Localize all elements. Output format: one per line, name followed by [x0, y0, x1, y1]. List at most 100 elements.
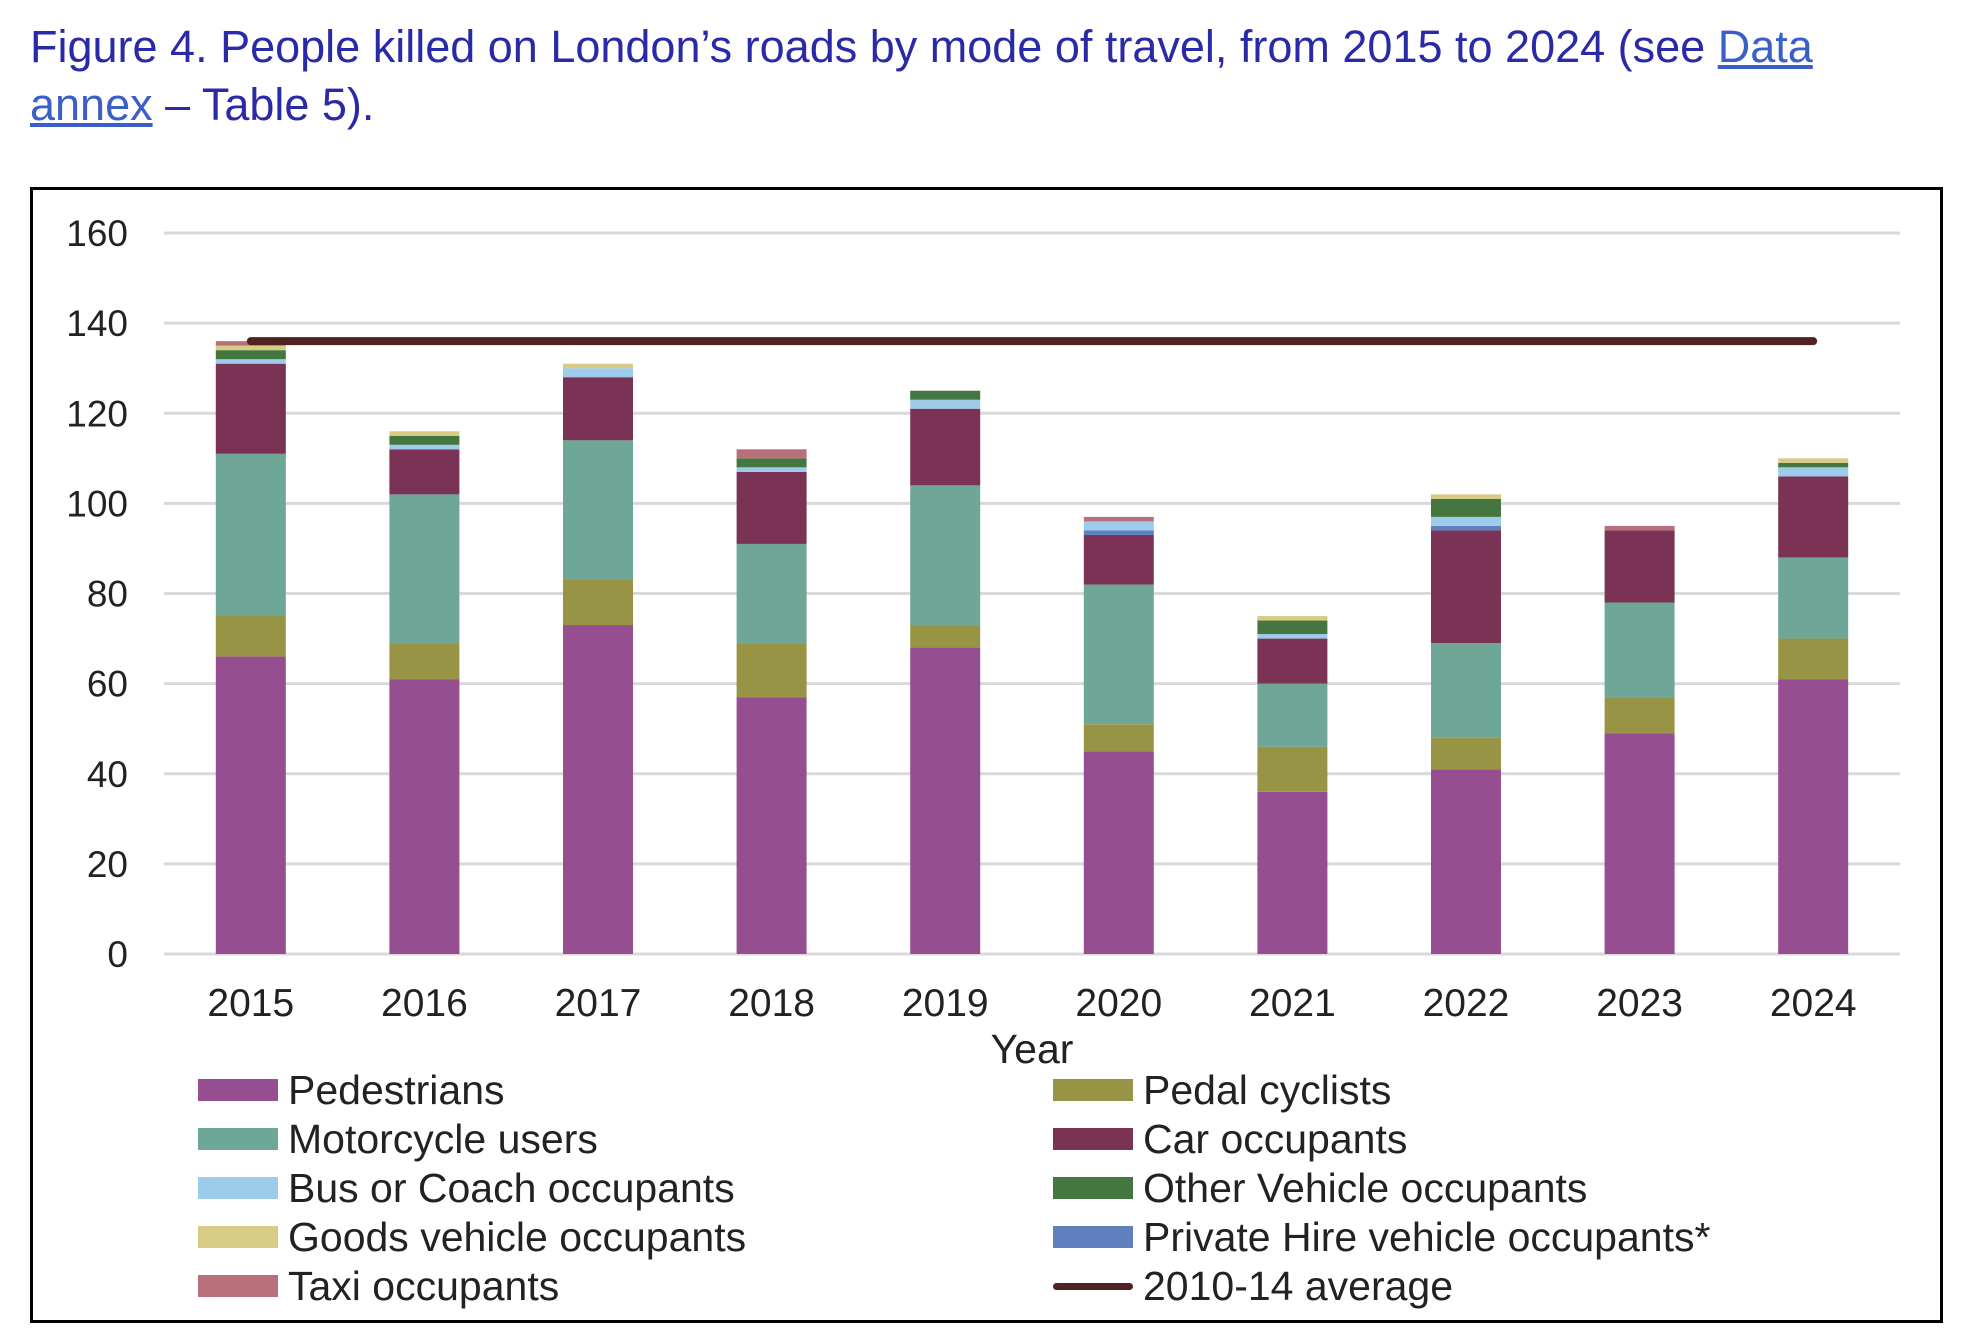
legend-line-swatch: [1053, 1282, 1133, 1290]
bar-segment-pedal-cyclists-2024: [1778, 638, 1849, 680]
bar-segment-bus-or-coach-occupants-2015: [215, 359, 286, 364]
legend-label: Private Hire vehicle occupants*: [1143, 1213, 1711, 1260]
legend-swatch: [198, 1128, 278, 1150]
legend-item: 2010-14 average: [1053, 1262, 1453, 1310]
legend-item: Other Vehicle occupants: [1053, 1164, 1587, 1212]
y-tick-label: 0: [107, 934, 128, 975]
legend-item: Motorcycle users: [198, 1115, 598, 1163]
bar-segment-goods-vehicle-occupants-2017: [563, 363, 633, 369]
bar-segment-private-hire-vehicle-occupants--2020: [1083, 530, 1154, 535]
bar-segment-pedestrians-2024: [1778, 679, 1849, 954]
bar-segment-private-hire-vehicle-occupants--2022: [1431, 525, 1501, 531]
bar-segment-other-vehicle-occupants-2015: [215, 350, 286, 360]
bar-segment-bus-or-coach-occupants-2017: [563, 368, 633, 378]
bar-segment-pedestrians-2018: [736, 697, 807, 954]
bar-segment-taxi-occupants-2020: [1083, 516, 1154, 522]
bar-segment-motorcycle-users-2021: [1257, 683, 1328, 747]
bar-segment-pedestrians-2015: [215, 656, 286, 954]
legend-item: Pedestrians: [198, 1066, 505, 1114]
chart-frame: [30, 187, 1943, 1323]
legend-item: Goods vehicle occupants: [198, 1213, 746, 1261]
y-tick-label: 120: [66, 393, 128, 434]
legend-item: Car occupants: [1053, 1115, 1407, 1163]
y-tick-label: 100: [66, 483, 128, 524]
bar-segment-pedal-cyclists-2017: [563, 579, 633, 626]
bar-segment-car-occupants-2016: [389, 449, 460, 495]
y-tick-label: 20: [87, 844, 128, 885]
bar-segment-bus-or-coach-occupants-2018: [736, 467, 807, 472]
x-tick-label: 2020: [1075, 982, 1162, 1025]
x-tick-label: 2021: [1249, 982, 1336, 1025]
legend-label: 2010-14 average: [1143, 1262, 1454, 1309]
bar-segment-motorcycle-users-2017: [563, 440, 633, 580]
legend-label: Goods vehicle occupants: [288, 1213, 747, 1260]
bar-segment-pedal-cyclists-2019: [910, 625, 981, 648]
bar-segment-pedal-cyclists-2018: [736, 643, 807, 698]
bar-segment-goods-vehicle-occupants-2022: [1431, 494, 1501, 499]
legend-item: Taxi occupants: [198, 1262, 559, 1310]
bar-segment-motorcycle-users-2015: [215, 453, 286, 617]
bar-segment-pedal-cyclists-2022: [1431, 737, 1501, 770]
legend-swatch: [1053, 1226, 1133, 1248]
bar-segment-motorcycle-users-2016: [389, 494, 460, 644]
bar-segment-motorcycle-users-2024: [1778, 557, 1849, 639]
legend-item: Bus or Coach occupants: [198, 1164, 735, 1212]
bar-segment-motorcycle-users-2019: [910, 485, 981, 626]
bar-segment-car-occupants-2021: [1257, 638, 1328, 684]
legend-label: Taxi occupants: [288, 1262, 560, 1309]
bar-segment-goods-vehicle-occupants-2021: [1257, 616, 1328, 621]
legend-item: Private Hire vehicle occupants*: [1053, 1213, 1710, 1261]
x-tick-label: 2023: [1596, 982, 1683, 1025]
bar-segment-car-occupants-2024: [1778, 476, 1849, 558]
bar-segment-pedal-cyclists-2021: [1257, 746, 1328, 792]
bar-segment-pedal-cyclists-2023: [1604, 697, 1675, 734]
bar-segment-taxi-occupants-2018: [736, 449, 807, 459]
legend-swatch: [1053, 1177, 1133, 1199]
legend-label: Pedestrians: [288, 1066, 505, 1113]
legend-swatch: [198, 1226, 278, 1248]
bar-segment-car-occupants-2015: [215, 363, 286, 454]
legend-swatch: [1053, 1079, 1133, 1101]
x-tick-label: 2019: [902, 982, 989, 1025]
legend-label: Car occupants: [1143, 1115, 1408, 1162]
bar-segment-bus-or-coach-occupants-2016: [389, 444, 460, 450]
legend-item: Pedal cyclists: [1053, 1066, 1391, 1114]
legend-label: Motorcycle users: [288, 1115, 598, 1162]
bar-segment-pedal-cyclists-2015: [215, 616, 286, 657]
legend-swatch: [198, 1275, 278, 1297]
bar-segment-bus-or-coach-occupants-2021: [1257, 634, 1328, 639]
bar-segment-taxi-occupants-2023: [1604, 525, 1675, 531]
y-tick-label: 160: [66, 213, 128, 254]
bar-segment-bus-or-coach-occupants-2024: [1778, 467, 1849, 477]
y-tick-label: 60: [87, 664, 128, 705]
legend-label: Other Vehicle occupants: [1143, 1164, 1588, 1211]
bar-segment-bus-or-coach-occupants-2019: [910, 399, 981, 409]
legend-label: Bus or Coach occupants: [288, 1164, 735, 1211]
bar-segment-pedestrians-2016: [389, 679, 460, 954]
x-tick-label: 2024: [1770, 982, 1857, 1025]
y-tick-label: 40: [87, 754, 128, 795]
bar-segment-pedal-cyclists-2020: [1083, 724, 1154, 752]
data-annex-link[interactable]: Data annex: [30, 21, 1813, 130]
bar-segment-pedestrians-2017: [563, 625, 633, 954]
bar-segment-motorcycle-users-2018: [736, 543, 807, 644]
bar-segment-motorcycle-users-2023: [1604, 602, 1675, 698]
bar-segment-bus-or-coach-occupants-2020: [1083, 521, 1154, 531]
bar-segment-pedestrians-2023: [1604, 733, 1675, 954]
legend-swatch: [198, 1177, 278, 1199]
bar-segment-pedestrians-2022: [1431, 769, 1501, 954]
x-tick-label: 2016: [381, 982, 468, 1025]
bar-segment-car-occupants-2023: [1604, 530, 1675, 603]
bar-segment-other-vehicle-occupants-2019: [910, 390, 981, 400]
x-axis-title: Year: [991, 1026, 1074, 1072]
bar-segment-motorcycle-users-2022: [1431, 643, 1501, 738]
bar-segment-pedestrians-2020: [1083, 751, 1154, 954]
bar-segment-bus-or-coach-occupants-2022: [1431, 516, 1501, 526]
bar-segment-pedestrians-2021: [1257, 791, 1328, 954]
bar-segment-other-vehicle-occupants-2016: [389, 435, 460, 445]
x-tick-label: 2015: [207, 982, 294, 1025]
figure-title: Figure 4. People killed on London’s road…: [30, 18, 1940, 134]
bar-segment-car-occupants-2019: [910, 408, 981, 486]
bar-segment-goods-vehicle-occupants-2024: [1778, 458, 1849, 463]
